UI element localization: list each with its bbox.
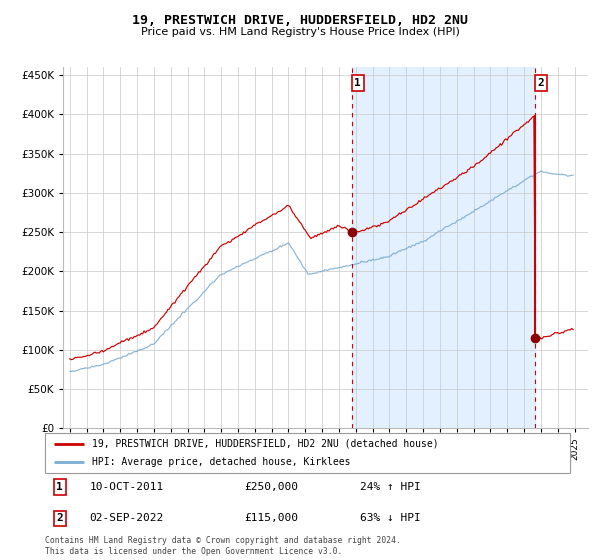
Text: 2: 2: [538, 78, 545, 88]
Text: 1: 1: [56, 482, 63, 492]
Text: Price paid vs. HM Land Registry's House Price Index (HPI): Price paid vs. HM Land Registry's House …: [140, 27, 460, 37]
Text: 2: 2: [56, 514, 63, 524]
Text: 63% ↓ HPI: 63% ↓ HPI: [360, 514, 421, 524]
Bar: [352, 67, 535, 428]
Text: £250,000: £250,000: [245, 482, 299, 492]
Text: 1: 1: [355, 78, 361, 88]
FancyBboxPatch shape: [45, 433, 570, 473]
Text: 24% ↑ HPI: 24% ↑ HPI: [360, 482, 421, 492]
Text: £115,000: £115,000: [245, 514, 299, 524]
Text: HPI: Average price, detached house, Kirklees: HPI: Average price, detached house, Kirk…: [92, 458, 351, 467]
Text: 19, PRESTWICH DRIVE, HUDDERSFIELD, HD2 2NU: 19, PRESTWICH DRIVE, HUDDERSFIELD, HD2 2…: [132, 14, 468, 27]
Text: 10-OCT-2011: 10-OCT-2011: [89, 482, 164, 492]
Text: 02-SEP-2022: 02-SEP-2022: [89, 514, 164, 524]
Text: Contains HM Land Registry data © Crown copyright and database right 2024.
This d: Contains HM Land Registry data © Crown c…: [45, 536, 401, 556]
Text: 19, PRESTWICH DRIVE, HUDDERSFIELD, HD2 2NU (detached house): 19, PRESTWICH DRIVE, HUDDERSFIELD, HD2 2…: [92, 439, 439, 449]
